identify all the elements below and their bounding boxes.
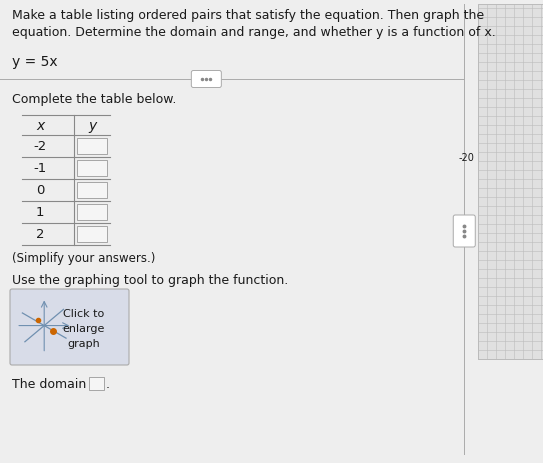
Text: y = 5x: y = 5x — [12, 55, 58, 69]
FancyBboxPatch shape — [478, 5, 543, 359]
Text: Use the graphing tool to graph the function.: Use the graphing tool to graph the funct… — [12, 274, 288, 287]
Text: 2: 2 — [36, 228, 44, 241]
FancyBboxPatch shape — [77, 139, 107, 155]
FancyBboxPatch shape — [77, 182, 107, 199]
Text: Make a table listing ordered pairs that satisfy the equation. Then graph the
equ: Make a table listing ordered pairs that … — [12, 9, 496, 39]
Text: -1: -1 — [33, 162, 47, 175]
FancyBboxPatch shape — [77, 205, 107, 220]
FancyBboxPatch shape — [191, 71, 222, 88]
Text: -2: -2 — [33, 140, 47, 153]
Text: 0: 0 — [36, 184, 44, 197]
Text: The domain is: The domain is — [12, 377, 104, 390]
FancyBboxPatch shape — [77, 226, 107, 243]
Text: 1: 1 — [36, 206, 44, 219]
Text: Click to: Click to — [62, 308, 104, 318]
FancyBboxPatch shape — [453, 216, 475, 247]
Text: Complete the table below.: Complete the table below. — [12, 93, 176, 106]
Text: enlarge: enlarge — [62, 323, 104, 333]
Text: -20: -20 — [459, 152, 475, 163]
Text: (Simplify your answers.): (Simplify your answers.) — [12, 251, 155, 264]
Text: graph: graph — [67, 338, 100, 348]
FancyBboxPatch shape — [10, 289, 129, 365]
Text: y: y — [88, 119, 96, 133]
Text: .: . — [106, 377, 110, 390]
FancyBboxPatch shape — [77, 161, 107, 176]
Text: x: x — [36, 119, 44, 133]
FancyBboxPatch shape — [89, 377, 104, 390]
